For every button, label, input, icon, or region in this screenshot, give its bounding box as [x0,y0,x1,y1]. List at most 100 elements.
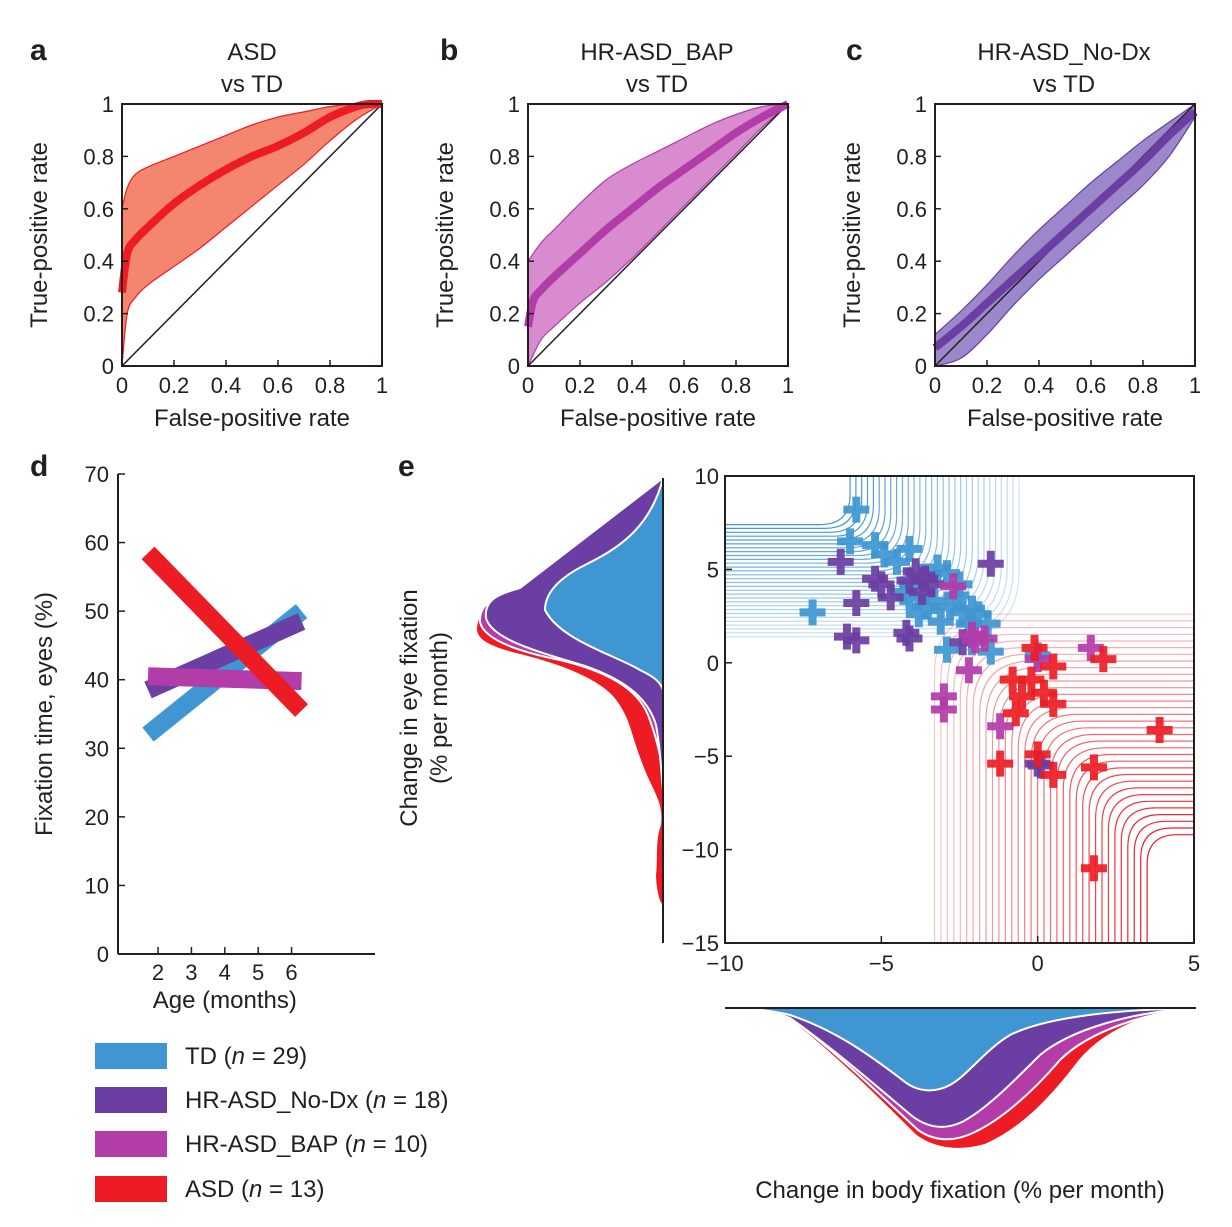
point-asd [987,750,1014,777]
point-td [883,548,910,575]
roc-xtick-label-c: 0.6 [1076,373,1107,398]
roc-xtick-label-c: 0.2 [972,373,1003,398]
legend-swatch-bap [95,1131,167,1157]
td-contour [725,476,857,529]
legend-label-nodx: HR-ASD_No-Dx (n = 18) [185,1087,448,1114]
point-hr-asd_no-dx [896,625,923,652]
marginal-bottom-td [724,1007,1197,1092]
asd-contour [1101,787,1194,943]
roc-xtick-label-b: 0.2 [565,373,596,398]
point-asd [1040,761,1067,788]
eye-fixation-marginal-density [475,475,664,943]
asd-contour [1004,687,1194,943]
roc-xlabel-b: False-positive rate [560,405,756,432]
panel-letter-c: c [846,34,863,67]
e-ytick-label: −10 [682,838,719,863]
roc-xtick-label-a: 0.8 [315,373,346,398]
roc-xtick-label-b: 0.6 [669,373,700,398]
point-asd [1030,679,1057,706]
e-ylabel-line2: (% per month) [426,632,453,784]
point-td [977,638,1004,665]
asd-contour [1056,740,1194,943]
point-td [959,595,986,622]
roc-ytick-label-c: 0 [915,354,927,379]
roc-chart-asd: 0 0.2 0.4 0.6 0.8 1 0 0.2 0.4 0.6 0.8 1 False-positi… [26,92,388,432]
d-ylabel: Fixation time, eyes (%) [31,592,58,836]
roc-xtick-label-b: 0.4 [617,373,648,398]
roc-frame-b [527,103,789,367]
point-hr-asd_bap [940,573,967,600]
roc-xtick-label-b: 0 [522,373,534,398]
roc-xtick-label-a: 0.4 [211,373,242,398]
point-td [924,554,951,581]
point-asd [1024,741,1051,768]
asd-contour [1049,733,1194,943]
roc-chart-nodx: 0 0.2 0.4 0.6 0.8 1 0 0.2 0.4 0.6 0.8 1 False-positi… [839,92,1201,432]
point-asd [1080,855,1107,882]
legend-swatch-td [95,1043,167,1069]
e-frame [724,475,1195,944]
d-ytick-label: 60 [85,531,109,556]
roc-ytick-label-b: 0.8 [489,144,520,169]
asd-contour [1114,800,1194,943]
roc-ytick-label-b: 0.6 [489,197,520,222]
panel-letter-e: e [398,450,415,483]
roc-chance-line-a [121,103,383,367]
asd-contour [1146,834,1194,943]
point-asd [999,666,1026,693]
roc-ytick-label-a: 0.4 [83,249,114,274]
d-ytick-label: 50 [85,599,109,624]
point-hr-asd_bap [971,625,998,652]
asd-contour [1095,780,1194,943]
scatter-points [799,496,1173,882]
roc-xtick-label-c: 0 [929,373,941,398]
d-xtick-label: 6 [285,960,297,985]
asd-contour [1140,827,1194,943]
point-asd [1021,634,1048,661]
point-hr-asd_no-dx [912,565,939,592]
roc-ytick-label-c: 0.6 [896,197,927,222]
point-asd [1146,717,1173,744]
roc-xtick-label-b: 1 [782,373,794,398]
roc-ytick-label-c: 0.2 [896,302,927,327]
roc-xtick-label-a: 0.2 [159,373,190,398]
roc-xtick-label-a: 0.6 [263,373,294,398]
td-contour [725,476,863,533]
roc-ylabel-a: True-positive rate [26,142,53,328]
point-asd [1009,683,1036,710]
e-ytick-label: 5 [707,557,719,582]
e-xtick-label: 5 [1188,951,1200,976]
point-td [965,601,992,628]
e-ylabel-line1: Change in eye fixation [396,589,423,827]
panel-b-title-line2: vs TD [626,71,688,98]
roc-xtick-label-c: 0.8 [1128,373,1159,398]
d-xtick-label: 3 [185,960,197,985]
roc-ytick-label-a: 1 [102,92,114,117]
td-contour [725,476,869,537]
e-ytick-label: −15 [682,931,719,956]
point-td [933,636,960,663]
roc-xtick-label-b: 0.8 [721,373,752,398]
panel-a-title-line1: ASD [227,39,276,66]
roc-ytick-label-c: 1 [915,92,927,117]
body-fixation-marginal-density [724,1007,1197,1150]
d-xtick-label: 5 [252,960,264,985]
roc-ytick-label-a: 0.2 [83,302,114,327]
roc-ylabel-b: True-positive rate [432,142,459,328]
point-asd [1040,690,1067,717]
panel-b-title-line1: HR-ASD_BAP [580,39,733,66]
e-ytick-label: −5 [694,744,719,769]
panel-a-title-line2: vs TD [221,71,283,98]
roc-ytick-label-b: 0.4 [489,249,520,274]
point-hr-asd_bap [987,713,1014,740]
asd-contour [1088,773,1194,943]
e-xtick-label: −10 [706,951,743,976]
roc-ytick-label-a: 0 [102,354,114,379]
roc-xtick-label-a: 1 [376,373,388,398]
d-ytick-label: 0 [97,942,109,967]
asd-contour [1120,807,1194,943]
d-ytick-label: 40 [85,668,109,693]
point-hr-asd_no-dx [827,548,854,575]
